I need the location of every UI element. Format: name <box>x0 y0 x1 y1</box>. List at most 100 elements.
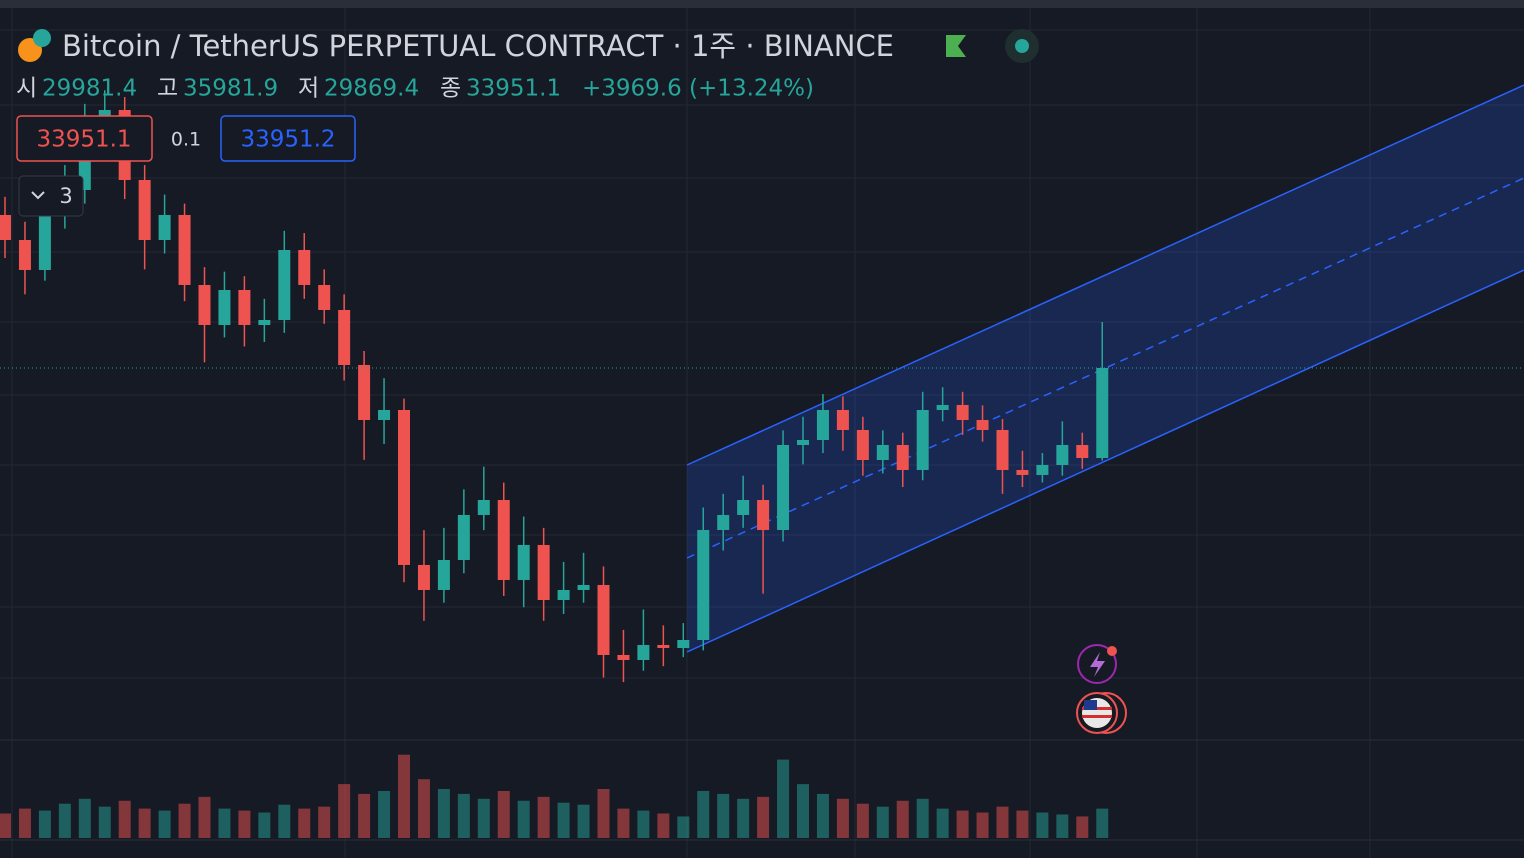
lots[interactable]: 3 <box>59 184 72 208</box>
candle-body <box>338 309 351 365</box>
candle-body <box>936 404 949 410</box>
candle-body <box>417 564 430 590</box>
volume-bar <box>198 796 211 838</box>
volume-bar <box>836 798 849 838</box>
buy-button[interactable]: 33951.2 <box>220 115 356 162</box>
candle-body <box>158 214 171 240</box>
bid-price[interactable]: 33951.1 <box>36 127 131 153</box>
volume-bar <box>477 798 490 838</box>
candle-body <box>378 409 391 420</box>
candle-body <box>497 499 510 580</box>
candle-body <box>996 429 1009 470</box>
volume-bar <box>737 798 750 838</box>
volume-bar <box>118 800 131 838</box>
volume-bar <box>976 812 989 838</box>
candle-body <box>876 444 889 460</box>
volume-bar <box>1096 808 1109 838</box>
volume-bar <box>657 813 670 838</box>
volume-bar <box>916 798 929 838</box>
volume-bar <box>338 784 351 838</box>
volume-bar <box>996 806 1009 838</box>
candle-body <box>258 319 271 325</box>
volume-bar <box>757 796 770 838</box>
candle-body <box>18 239 31 270</box>
volume-bar <box>816 793 829 838</box>
change: +3969.6 (+13.24%) <box>582 76 814 102</box>
candle-body <box>38 214 51 270</box>
candle-body <box>757 499 770 530</box>
candle-body <box>1016 469 1029 475</box>
sell-button[interactable]: 33951.1 <box>16 115 153 162</box>
close-value: 33951.1 <box>466 76 561 102</box>
volume-bar <box>936 808 949 838</box>
volume-bar <box>98 806 111 838</box>
ohlc-legend: 시 29981.4 고 35981.9 저 29869.4 종 33951.1 … <box>16 76 814 102</box>
candles <box>0 90 1524 838</box>
lots-toggle[interactable]: 3 <box>18 175 84 217</box>
candle-body <box>797 439 809 445</box>
candle-body <box>457 514 470 560</box>
volume-bar <box>457 793 470 838</box>
candle-body <box>1056 444 1069 465</box>
volume-bar <box>238 810 251 838</box>
volume-bar <box>78 798 91 838</box>
candle-body <box>737 499 750 515</box>
candle-body <box>717 514 730 530</box>
volume-bar <box>677 816 690 838</box>
event-icons[interactable] <box>1076 644 1127 734</box>
volume-bar <box>298 808 311 838</box>
candle-body <box>437 559 450 590</box>
volume-bar <box>258 812 271 838</box>
volume-bar <box>18 808 31 838</box>
volume-bar <box>0 813 11 838</box>
volume-bar <box>797 784 809 838</box>
high-value: 35981.9 <box>183 76 278 102</box>
volume-bar <box>358 793 371 838</box>
volume-bar <box>777 759 790 838</box>
symbol-icons <box>18 29 1039 63</box>
candle-body <box>777 444 790 530</box>
volume-bar <box>318 806 331 838</box>
high-label: 고 <box>157 76 178 102</box>
volume-bar <box>896 800 909 838</box>
low-value: 29869.4 <box>324 76 419 102</box>
candle-body <box>617 654 630 660</box>
volume-bar <box>557 802 570 838</box>
volume-bar <box>278 804 291 838</box>
candle-body <box>597 584 610 655</box>
volume-bar <box>956 810 969 838</box>
volume-bar <box>58 803 71 838</box>
volume-bar <box>398 754 410 838</box>
volume-bar <box>876 806 889 838</box>
volume-bar <box>517 800 530 838</box>
symbol-title: Bitcoin / TetherUS PERPETUAL CONTRACT · … <box>62 29 894 63</box>
candle-body <box>1096 367 1109 459</box>
candle-body <box>557 589 570 600</box>
candle-body <box>138 179 151 240</box>
volume-bar <box>1076 816 1089 838</box>
grid <box>0 8 1524 858</box>
volume-bar <box>617 808 630 838</box>
ask-price[interactable]: 33951.2 <box>240 127 335 153</box>
low-label: 저 <box>298 76 319 102</box>
candle-body <box>816 409 829 440</box>
candle-body <box>278 249 291 320</box>
volume-bar <box>218 808 231 838</box>
volume-bar <box>577 804 590 838</box>
candle-body <box>637 644 650 660</box>
candle-body <box>537 544 550 600</box>
candle-body <box>178 214 191 285</box>
candle-body <box>896 444 909 470</box>
volume-bar <box>637 810 650 838</box>
candle-body <box>1036 464 1049 475</box>
volume-bar <box>497 790 510 838</box>
candle-body <box>0 214 11 240</box>
candle-body <box>956 404 969 420</box>
volume-bar <box>178 803 191 838</box>
candle-body <box>856 429 869 460</box>
candle-body <box>677 639 690 648</box>
volume-bar <box>697 790 710 838</box>
volume-bar <box>378 790 391 838</box>
